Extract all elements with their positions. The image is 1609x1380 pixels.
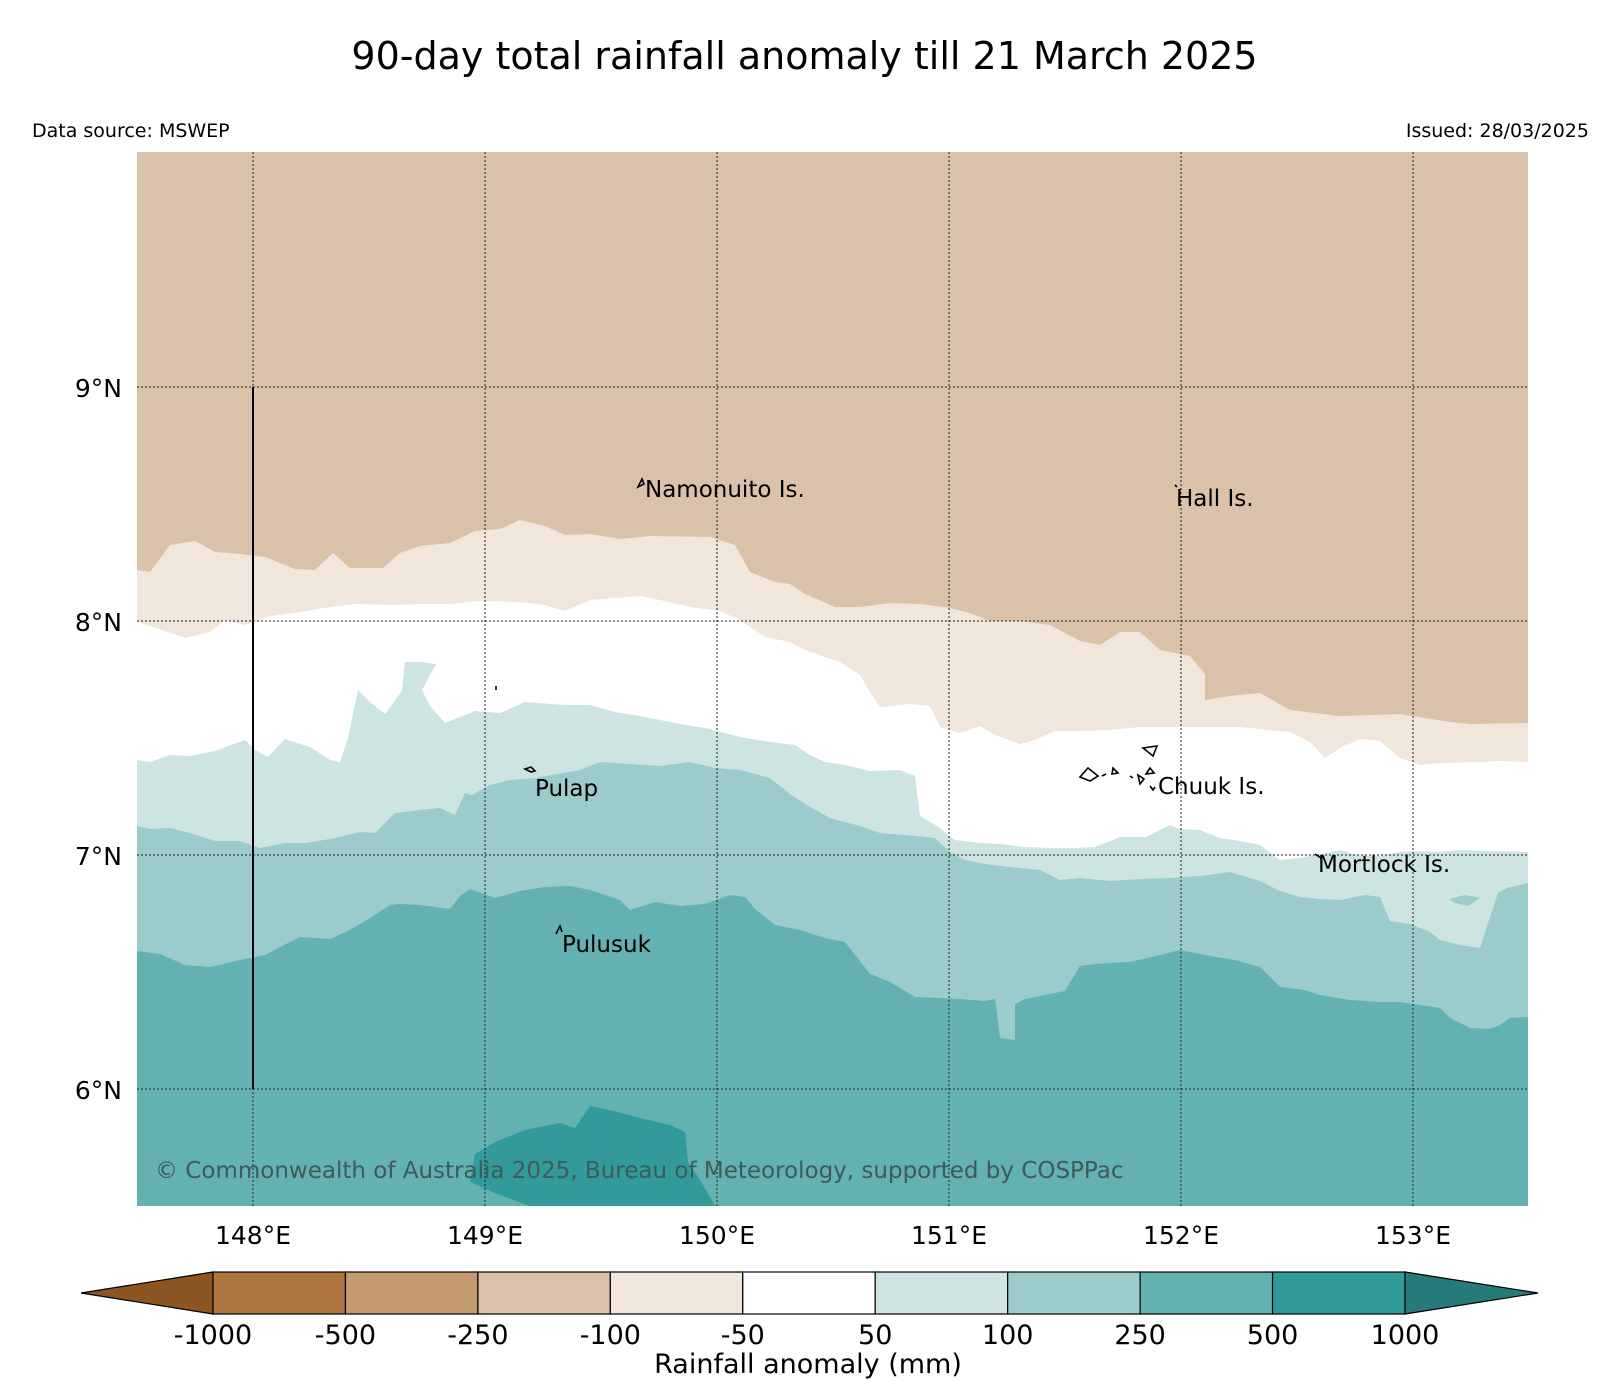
colorbar-segment <box>742 1271 876 1315</box>
colorbar-segment <box>1007 1271 1141 1315</box>
colorbar-segment <box>609 1271 744 1315</box>
hall-outline <box>1174 484 1178 488</box>
mortlock-outline <box>1314 853 1322 859</box>
zone-100-to-250-patch <box>1449 895 1480 906</box>
pulusuk-outline <box>555 923 563 935</box>
pulap-outline <box>522 766 537 773</box>
colorbar-tick-label: 50 <box>858 1320 892 1351</box>
colorbar-segment <box>477 1271 611 1315</box>
label-pulap: Pulap <box>535 776 598 802</box>
colorbar-tick-label: -500 <box>315 1320 376 1351</box>
colorbar-tick-label: 500 <box>1247 1320 1299 1351</box>
lat-label-9n: 9°N <box>75 374 122 403</box>
colorbar-tick-label: 1000 <box>1371 1320 1440 1351</box>
label-pulusuk: Pulusuk <box>562 932 652 958</box>
lon-label-148e: 148°E <box>215 1221 291 1250</box>
colorbar-tick-label: 250 <box>1114 1320 1166 1351</box>
colorbar-segment <box>344 1271 479 1315</box>
namonuito-outline <box>636 477 646 489</box>
issued-date-label: Issued: 28/03/2025 <box>1405 120 1589 142</box>
colorbar: -1000 -500 -250 -100 -50 50 100 250 500 1000 <box>80 1271 1539 1351</box>
lon-label-153e: 153°E <box>1375 1221 1451 1250</box>
colorbar-tick-label: -100 <box>580 1320 641 1351</box>
map-title: 90-day total rainfall anomaly till 21 Ma… <box>351 34 1258 78</box>
lon-label-150e: 150°E <box>679 1221 755 1250</box>
zone-500-to-1000 <box>470 1106 715 1206</box>
chuuk-islands-outline <box>1078 766 1156 792</box>
colorbar-extend-low <box>80 1271 214 1315</box>
colorbar-tick-label: -1000 <box>174 1320 252 1351</box>
colorbar-tick-label: -250 <box>447 1320 508 1351</box>
colorbar-segment <box>212 1271 347 1315</box>
lon-label-152e: 152°E <box>1143 1221 1219 1250</box>
colorbar-tick-label: -50 <box>721 1320 765 1351</box>
data-source-label: Data source: MSWEP <box>32 120 230 142</box>
lat-label-6n: 6°N <box>75 1076 122 1105</box>
lat-label-7n: 7°N <box>75 842 122 871</box>
chuuk-lagoon-outline <box>1141 745 1159 758</box>
colorbar-segment <box>1271 1271 1406 1315</box>
colorbar-extend-high <box>1404 1271 1539 1315</box>
label-namonuito: Namonuito Is. <box>645 477 805 503</box>
colorbar-title: Rainfall anomaly (mm) <box>654 1349 962 1380</box>
lat-tick-labels: 9°N 8°N 7°N 6°N <box>75 374 122 1105</box>
label-hall-islands: Hall Is. <box>1176 486 1254 512</box>
copyright-notice: © Commonwealth of Australia 2025, Bureau… <box>155 1158 1124 1184</box>
colorbar-segment <box>874 1271 1009 1315</box>
colorbar-tick-label: 100 <box>982 1320 1034 1351</box>
lon-label-149e: 149°E <box>447 1221 523 1250</box>
lat-label-8n: 8°N <box>75 608 122 637</box>
colorbar-segment <box>1139 1271 1274 1315</box>
island-outlines <box>495 477 1322 935</box>
label-chuuk: Chuuk Is. <box>1158 774 1265 800</box>
place-labels: Namonuito Is. Hall Is. Pulap Chuuk Is. M… <box>535 477 1450 958</box>
label-mortlock: Mortlock Is. <box>1318 852 1450 878</box>
lon-label-151e: 151°E <box>911 1221 987 1250</box>
anomaly-contours <box>137 152 1528 1206</box>
lon-tick-labels: 148°E 149°E 150°E 151°E 152°E 153°E <box>215 1221 1451 1250</box>
